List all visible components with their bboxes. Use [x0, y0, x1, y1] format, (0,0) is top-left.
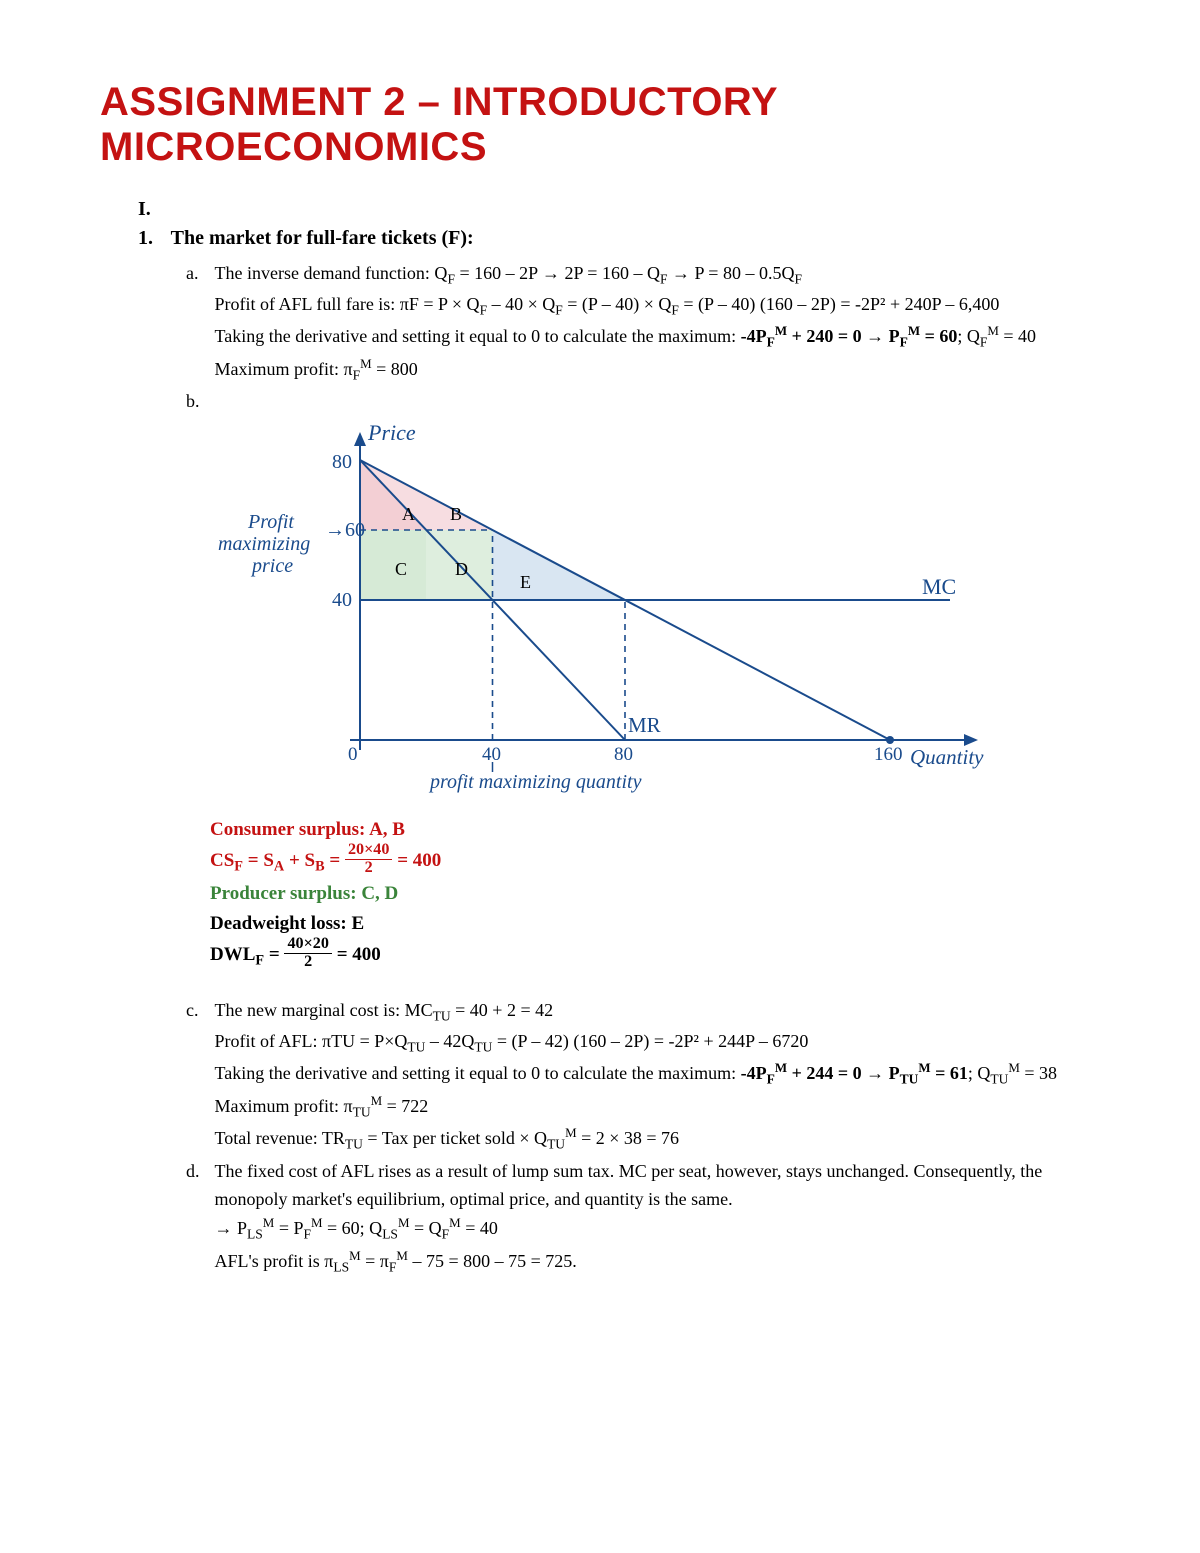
label-B: B — [450, 504, 462, 524]
xtick-0: 0 — [348, 744, 358, 765]
annot-left1: Profit — [247, 511, 294, 533]
label-C: C — [395, 559, 407, 579]
section-number: I. — [138, 198, 1100, 221]
ps-label: Producer surplus: C, D — [210, 879, 1100, 908]
region-C — [360, 530, 426, 600]
surplus-block: Consumer surplus: A, B CSF = SA + SB = 2… — [210, 815, 1100, 973]
xtick-80: 80 — [614, 744, 633, 765]
ytick-60: →60 — [325, 519, 365, 541]
monopoly-chart: A B C D E Price Quantity 80 →60 40 0 40 … — [210, 420, 1100, 805]
x-label: Quantity — [910, 745, 984, 769]
page-title: ASSIGNMENT 2 – INTRODUCTORY MICROECONOMI… — [100, 80, 1100, 170]
q1b: b. — [186, 388, 1100, 416]
cs-label: Consumer surplus: A, B — [210, 815, 1100, 844]
annot-left2: maximizing — [218, 533, 310, 555]
q1-num: 1. — [138, 227, 166, 250]
dwl-formula: DWLF = 40×202 = 400 — [210, 938, 1100, 973]
q1-heading-text: The market for full-fare tickets (F): — [171, 227, 474, 249]
y-label: Price — [367, 420, 416, 445]
dwl-label: Deadweight loss: E — [210, 909, 1100, 938]
question-1-heading: 1. The market for full-fare tickets (F): — [138, 227, 1100, 250]
q1c: c. The new marginal cost is: MCTU = 40 +… — [186, 997, 1100, 1156]
label-mc: MC — [922, 574, 956, 599]
q1d-letter: d. — [186, 1158, 210, 1186]
q1b-letter: b. — [186, 388, 210, 416]
q1d: d. The fixed cost of AFL rises as a resu… — [186, 1158, 1100, 1279]
annot-bottom: profit maximizing quantity — [428, 771, 642, 793]
q1a-letter: a. — [186, 260, 210, 288]
q1d-body: The fixed cost of AFL rises as a result … — [215, 1158, 1095, 1279]
label-A: A — [402, 504, 415, 524]
label-mr: MR — [628, 713, 661, 737]
annot-left3: price — [250, 555, 293, 577]
cs-formula: CSF = SA + SB = 20×402 = 400 — [210, 844, 1100, 879]
label-E: E — [520, 572, 531, 592]
ytick-80: 80 — [332, 451, 352, 473]
y-arrow — [354, 432, 366, 446]
chart-svg: A B C D E Price Quantity 80 →60 40 0 40 … — [210, 420, 990, 800]
ytick-40: 40 — [332, 589, 352, 611]
q1c-body: The new marginal cost is: MCTU = 40 + 2 … — [215, 997, 1095, 1156]
xtick-40: 40 — [482, 744, 501, 765]
q1a: a. The inverse demand function: QF = 160… — [186, 260, 1100, 386]
demand-dot — [886, 736, 894, 744]
xtick-160: 160 — [874, 744, 903, 765]
q1a-body: The inverse demand function: QF = 160 – … — [215, 260, 1095, 386]
q1c-letter: c. — [186, 997, 210, 1025]
label-D: D — [455, 559, 468, 579]
